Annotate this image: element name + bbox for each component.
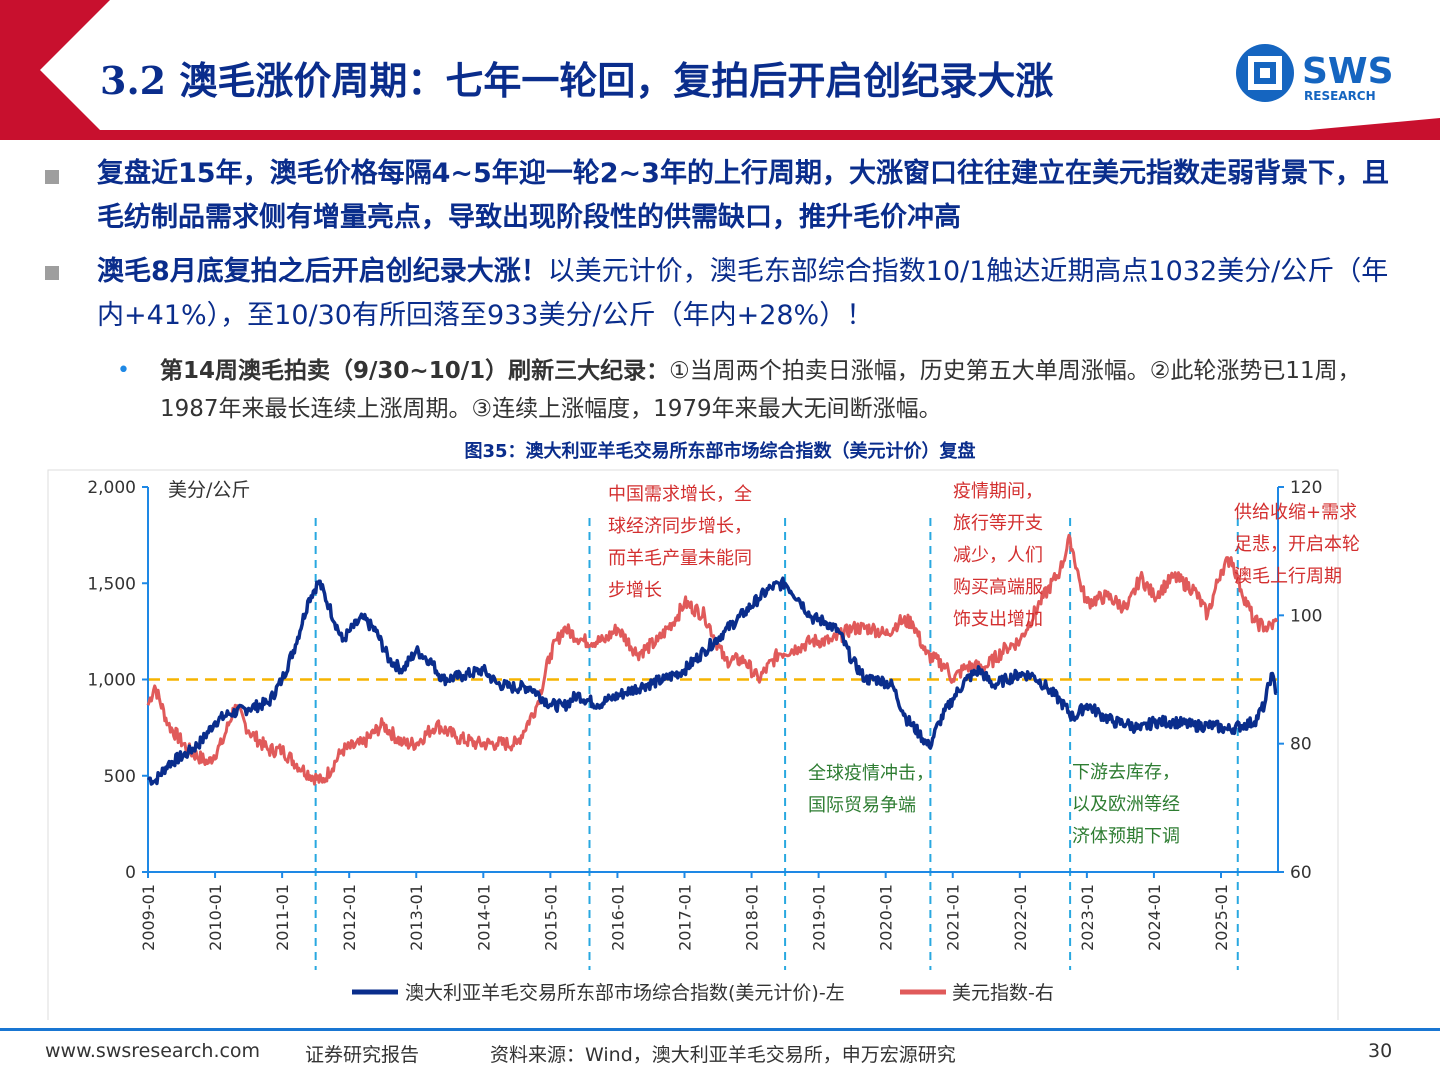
legend-label-wool: 澳大利亚羊毛交易所东部市场综合指数(美元计价)-左	[405, 982, 845, 1004]
sub-bullet-dot: •	[117, 358, 130, 383]
legend-label-dollar: 美元指数-右	[952, 982, 1054, 1004]
bullet-1-bold: 复盘近15年，澳毛价格每隔4~5年迎一轮2~3年的上行周期，大涨窗口往往建立在美…	[97, 158, 1389, 233]
annotation-a4: 全球疫情冲击，	[808, 763, 934, 784]
bullet-2: 澳毛8月底复拍之后开启创纪录大涨！以美元计价，澳毛东部综合指数10/1触达近期高…	[97, 250, 1407, 338]
x-tick-label: 2025-01	[1212, 884, 1231, 951]
bullet-marker	[45, 266, 59, 280]
y-left-unit: 美分/公斤	[168, 479, 250, 501]
x-tick-label: 2013-01	[407, 884, 426, 951]
footer-source: 资料来源：Wind，澳大利亚羊毛交易所，申万宏源研究	[490, 1044, 956, 1066]
annotation-a3: 供给收缩+需求	[1234, 502, 1357, 523]
bullet-2-bold: 澳毛8月底复拍之后开启创纪录大涨！	[97, 256, 548, 287]
x-tick-label: 2024-01	[1145, 884, 1164, 951]
x-tick-label: 2021-01	[944, 884, 963, 951]
x-tick-label: 2016-01	[608, 884, 627, 951]
series-dollar-index	[146, 533, 1279, 786]
y-right-tick-label: 80	[1290, 735, 1312, 755]
x-tick-label: 2017-01	[675, 884, 694, 951]
bullet-marker	[45, 170, 59, 184]
logo-subtext: RESEARCH	[1304, 89, 1376, 103]
series-wool-index	[147, 576, 1278, 786]
page-number: 30	[1368, 1040, 1393, 1062]
footer-report-type: 证券研究报告	[305, 1044, 420, 1066]
x-tick-label: 2010-01	[206, 884, 225, 951]
y-left-tick-label: 1,000	[87, 671, 136, 691]
annotation-a4: 国际贸易争端	[808, 795, 916, 816]
y-right-tick-label: 60	[1290, 863, 1312, 883]
annotation-a1: 中国需求增长，全	[608, 484, 752, 505]
y-right-tick-label: 120	[1290, 478, 1322, 498]
annotation-a2: 饰支出增加	[953, 609, 1043, 630]
annotation-a3: 足悲，开启本轮	[1234, 534, 1360, 555]
x-tick-label: 2022-01	[1011, 884, 1030, 951]
title-bar	[0, 0, 1440, 140]
annotation-a2: 购买高端服	[953, 577, 1043, 598]
x-tick-label: 2014-01	[474, 884, 493, 951]
sws-logo: SWS RESEARCH	[1236, 44, 1394, 103]
x-tick-label: 2019-01	[810, 884, 829, 951]
y-left-tick-label: 500	[104, 767, 136, 787]
annotation-a5: 以及欧洲等经	[1072, 794, 1180, 815]
annotation-a3: 澳毛上行周期	[1234, 566, 1342, 587]
chart: 0 500 1,000 1,500 2,000 60 80 100 120 2009-01 20…	[47, 469, 1360, 1020]
annotation-a5: 济体预期下调	[1072, 826, 1180, 847]
x-tick-label: 2020-01	[877, 884, 896, 951]
x-tick-label: 2009-01	[139, 884, 158, 951]
annotation-a2: 疫情期间，	[953, 481, 1043, 502]
chart-frame	[47, 469, 1339, 1020]
annotation-a1: 球经济同步增长，	[608, 516, 752, 537]
y-left-tick-label: 2,000	[87, 478, 136, 498]
x-tick-label: 2023-01	[1078, 884, 1097, 951]
annotation-a2: 旅行等开支	[953, 513, 1043, 534]
x-tick-label: 2018-01	[743, 884, 762, 951]
sub-bullet-bold: 第14周澳毛拍卖（9/30~10/1）刷新三大纪录：	[160, 358, 670, 384]
sub-bullet-text: ①当周两个拍卖日涨幅，历史第五大单周涨幅。②此轮涨势已11周，1987年来最长连…	[160, 358, 1361, 422]
x-tick-label: 2012-01	[340, 884, 359, 951]
sub-bullet: 第14周澳毛拍卖（9/30~10/1）刷新三大纪录：①当周两个拍卖日涨幅，历史第…	[160, 352, 1405, 428]
footer-divider	[0, 1028, 1440, 1031]
annotation-a1: 而羊毛产量未能同	[608, 548, 752, 569]
annotation-a1: 步增长	[608, 580, 662, 601]
bullet-2-text: 以美元计价，澳毛东部综合指数10/1触达近期高点1032美分/公斤（年内+41%…	[97, 256, 1389, 331]
x-tick-label: 2015-01	[541, 884, 560, 951]
logo-text: SWS	[1302, 51, 1394, 92]
annotation-a2: 减少，人们	[953, 545, 1043, 566]
y-right-tick-label: 100	[1290, 606, 1322, 626]
y-left-tick-label: 1,500	[87, 574, 136, 594]
annotation-a5: 下游去库存，	[1072, 762, 1180, 783]
bullet-1: 复盘近15年，澳毛价格每隔4~5年迎一轮2~3年的上行周期，大涨窗口往往建立在美…	[97, 152, 1407, 240]
y-left-tick-label: 0	[125, 863, 136, 883]
footer-website[interactable]: www.swsresearch.com	[45, 1040, 261, 1062]
x-tick-label: 2011-01	[273, 884, 292, 951]
chart-title: 图35：澳大利亚羊毛交易所东部市场综合指数（美元计价）复盘	[464, 441, 976, 462]
page-title: 3.2 澳毛涨价周期：七年一轮回，复拍后开启创纪录大涨	[100, 58, 1054, 103]
